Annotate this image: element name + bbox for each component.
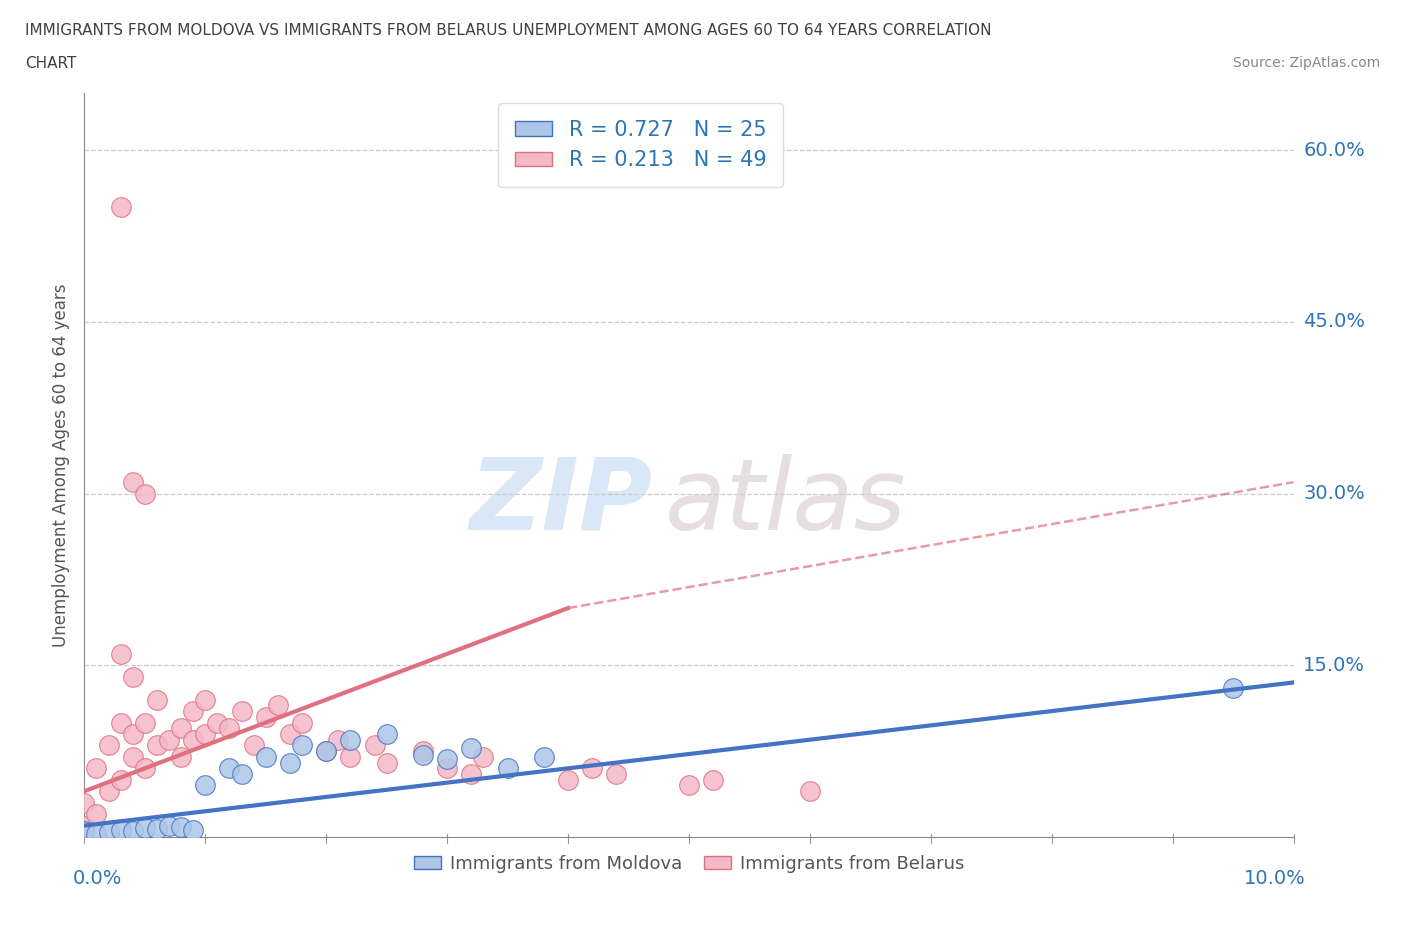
Point bbox=[472, 750, 495, 764]
Point bbox=[97, 738, 120, 753]
Point bbox=[121, 670, 143, 684]
Point bbox=[218, 761, 240, 776]
Point bbox=[460, 766, 482, 781]
Point bbox=[170, 819, 193, 834]
Text: 60.0%: 60.0% bbox=[1303, 140, 1365, 160]
Point bbox=[181, 823, 204, 838]
Text: CHART: CHART bbox=[25, 56, 77, 71]
Point bbox=[134, 715, 156, 730]
Point bbox=[218, 721, 240, 736]
Point bbox=[231, 704, 253, 719]
Point bbox=[86, 806, 108, 821]
Point bbox=[278, 755, 301, 770]
Text: ZIP: ZIP bbox=[470, 454, 652, 551]
Point bbox=[254, 710, 277, 724]
Point bbox=[146, 821, 169, 836]
Point bbox=[146, 692, 169, 707]
Point bbox=[110, 200, 132, 215]
Point bbox=[110, 715, 132, 730]
Text: 10.0%: 10.0% bbox=[1244, 869, 1306, 888]
Text: atlas: atlas bbox=[665, 454, 907, 551]
Point bbox=[375, 755, 398, 770]
Point bbox=[291, 715, 314, 730]
Text: 30.0%: 30.0% bbox=[1303, 485, 1365, 503]
Point bbox=[181, 704, 204, 719]
Point bbox=[194, 692, 217, 707]
Point bbox=[436, 761, 458, 776]
Point bbox=[339, 750, 361, 764]
Point bbox=[181, 732, 204, 747]
Point bbox=[97, 825, 120, 840]
Text: IMMIGRANTS FROM MOLDOVA VS IMMIGRANTS FROM BELARUS UNEMPLOYMENT AMONG AGES 60 TO: IMMIGRANTS FROM MOLDOVA VS IMMIGRANTS FR… bbox=[25, 23, 991, 38]
Y-axis label: Unemployment Among Ages 60 to 64 years: Unemployment Among Ages 60 to 64 years bbox=[52, 284, 70, 646]
Point bbox=[157, 732, 180, 747]
Point bbox=[110, 646, 132, 661]
Point bbox=[678, 778, 700, 793]
Point bbox=[702, 772, 724, 787]
Point bbox=[73, 795, 96, 810]
Point bbox=[412, 747, 434, 762]
Point bbox=[291, 738, 314, 753]
Point bbox=[315, 744, 337, 759]
Point bbox=[315, 744, 337, 759]
Point bbox=[73, 824, 96, 839]
Point bbox=[363, 738, 385, 753]
Point bbox=[242, 738, 264, 753]
Point bbox=[496, 761, 519, 776]
Point bbox=[436, 751, 458, 766]
Point bbox=[194, 726, 217, 741]
Point bbox=[605, 766, 627, 781]
Point bbox=[533, 750, 555, 764]
Point bbox=[86, 761, 108, 776]
Point bbox=[157, 818, 180, 833]
Point bbox=[328, 732, 350, 747]
Point bbox=[97, 784, 120, 799]
Point bbox=[194, 778, 217, 793]
Point bbox=[146, 738, 169, 753]
Point bbox=[121, 750, 143, 764]
Point bbox=[134, 820, 156, 835]
Point bbox=[799, 784, 821, 799]
Point bbox=[254, 750, 277, 764]
Point bbox=[460, 740, 482, 755]
Point bbox=[121, 824, 143, 839]
Text: 0.0%: 0.0% bbox=[72, 869, 122, 888]
Point bbox=[110, 772, 132, 787]
Point bbox=[231, 766, 253, 781]
Point bbox=[86, 826, 108, 841]
Point bbox=[557, 772, 579, 787]
Point bbox=[134, 486, 156, 501]
Point bbox=[267, 698, 290, 712]
Point bbox=[207, 715, 229, 730]
Point bbox=[375, 726, 398, 741]
Point bbox=[121, 726, 143, 741]
Point bbox=[134, 761, 156, 776]
Point bbox=[278, 726, 301, 741]
Point bbox=[170, 750, 193, 764]
Point bbox=[170, 721, 193, 736]
Legend: Immigrants from Moldova, Immigrants from Belarus: Immigrants from Moldova, Immigrants from… bbox=[406, 847, 972, 880]
Point bbox=[73, 818, 96, 833]
Point bbox=[121, 474, 143, 489]
Text: 45.0%: 45.0% bbox=[1303, 312, 1365, 331]
Point bbox=[412, 744, 434, 759]
Point bbox=[1222, 681, 1244, 696]
Point bbox=[110, 823, 132, 838]
Point bbox=[339, 732, 361, 747]
Text: 15.0%: 15.0% bbox=[1303, 656, 1365, 675]
Text: Source: ZipAtlas.com: Source: ZipAtlas.com bbox=[1233, 56, 1381, 70]
Point bbox=[581, 761, 603, 776]
